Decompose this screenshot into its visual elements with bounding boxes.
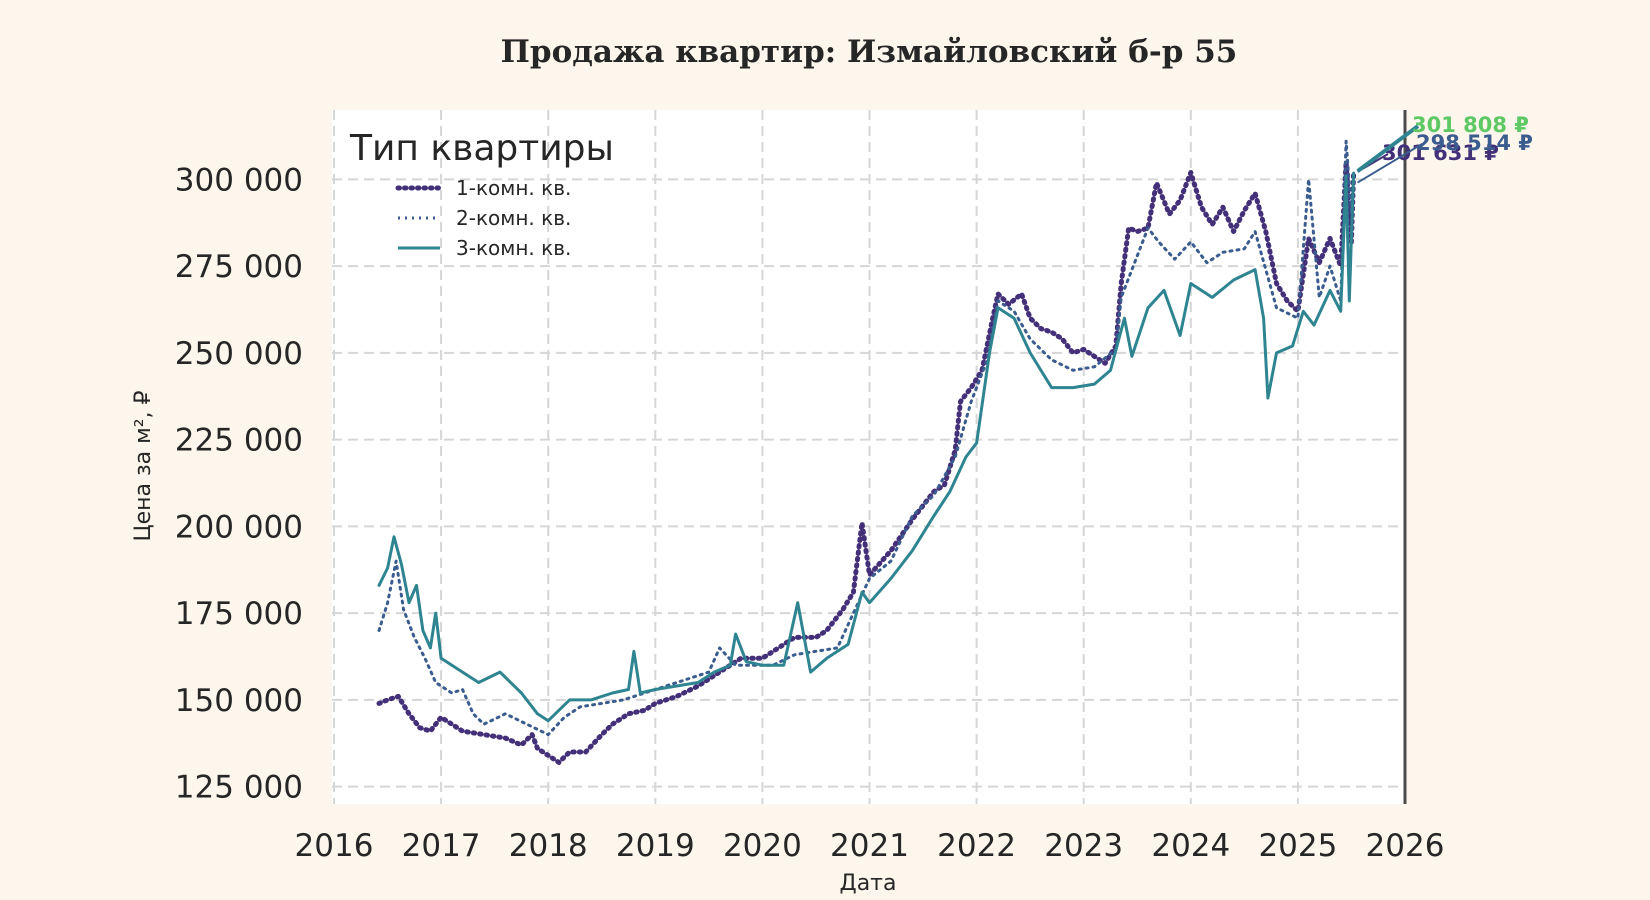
x-tick-label: 2024 [1151, 828, 1230, 864]
x-tick-label: 2025 [1258, 828, 1337, 864]
x-tick-label: 2026 [1366, 828, 1445, 864]
y-tick-label: 250 000 [175, 336, 303, 372]
legend: Тип квартиры 1-комн. кв. 2-комн. кв. 3-ком… [349, 128, 614, 260]
y-tick-label: 275 000 [175, 249, 303, 285]
end-label-arrow-2 [1357, 143, 1423, 184]
x-tick-label: 2020 [723, 828, 802, 864]
series-line-3 [377, 171, 1356, 723]
x-tick-label: 2017 [402, 828, 481, 864]
y-tick-label: 300 000 [175, 162, 303, 198]
series-line-2 [377, 139, 1356, 737]
y-tick-label: 225 000 [175, 423, 303, 459]
legend-label-3: 3-комн. кв. [456, 236, 571, 260]
legend-label-2: 2-комн. кв. [456, 206, 571, 230]
legend-label-1: 1-комн. кв. [456, 176, 571, 200]
end-label-3: 301 808 ₽ [1412, 113, 1529, 137]
end-label-arrow-3 [1356, 124, 1420, 173]
grid-lines [332, 110, 1406, 804]
series-lines [376, 139, 1357, 765]
end-label-2: 298 514 ₽ [1416, 131, 1533, 155]
x-tick-label: 2019 [616, 828, 695, 864]
x-tick-label: 2023 [1044, 828, 1123, 864]
legend-title: Тип квартиры [349, 128, 614, 169]
y-tick-label: 125 000 [175, 770, 303, 806]
y-tick-label: 175 000 [175, 596, 303, 632]
x-tick-label: 2022 [937, 828, 1016, 864]
x-tick-label: 2021 [830, 828, 909, 864]
series-line-1 [376, 159, 1357, 765]
x-axis-ticks: 2016 2017 2018 2019 2020 2021 2022 2023 2024 2025… [295, 828, 1445, 864]
y-tick-label: 150 000 [175, 683, 303, 719]
x-tick-label: 2016 [295, 828, 374, 864]
x-axis-label: Дата [840, 871, 897, 896]
x-tick-label: 2018 [509, 828, 588, 864]
y-tick-label: 200 000 [175, 509, 303, 545]
y-axis-label: Цена за м², ₽ [131, 390, 156, 541]
y-axis-ticks: 125 000 150 000 175 000 200 000 225 000 250 0… [175, 162, 303, 805]
end-label-1: 301 631 ₽ [1382, 141, 1499, 165]
chart-title: Продажа квартир: Измайловский б-р 55 [501, 34, 1238, 70]
end-value-labels: 301 631 ₽298 514 ₽301 808 ₽ [1356, 113, 1533, 184]
